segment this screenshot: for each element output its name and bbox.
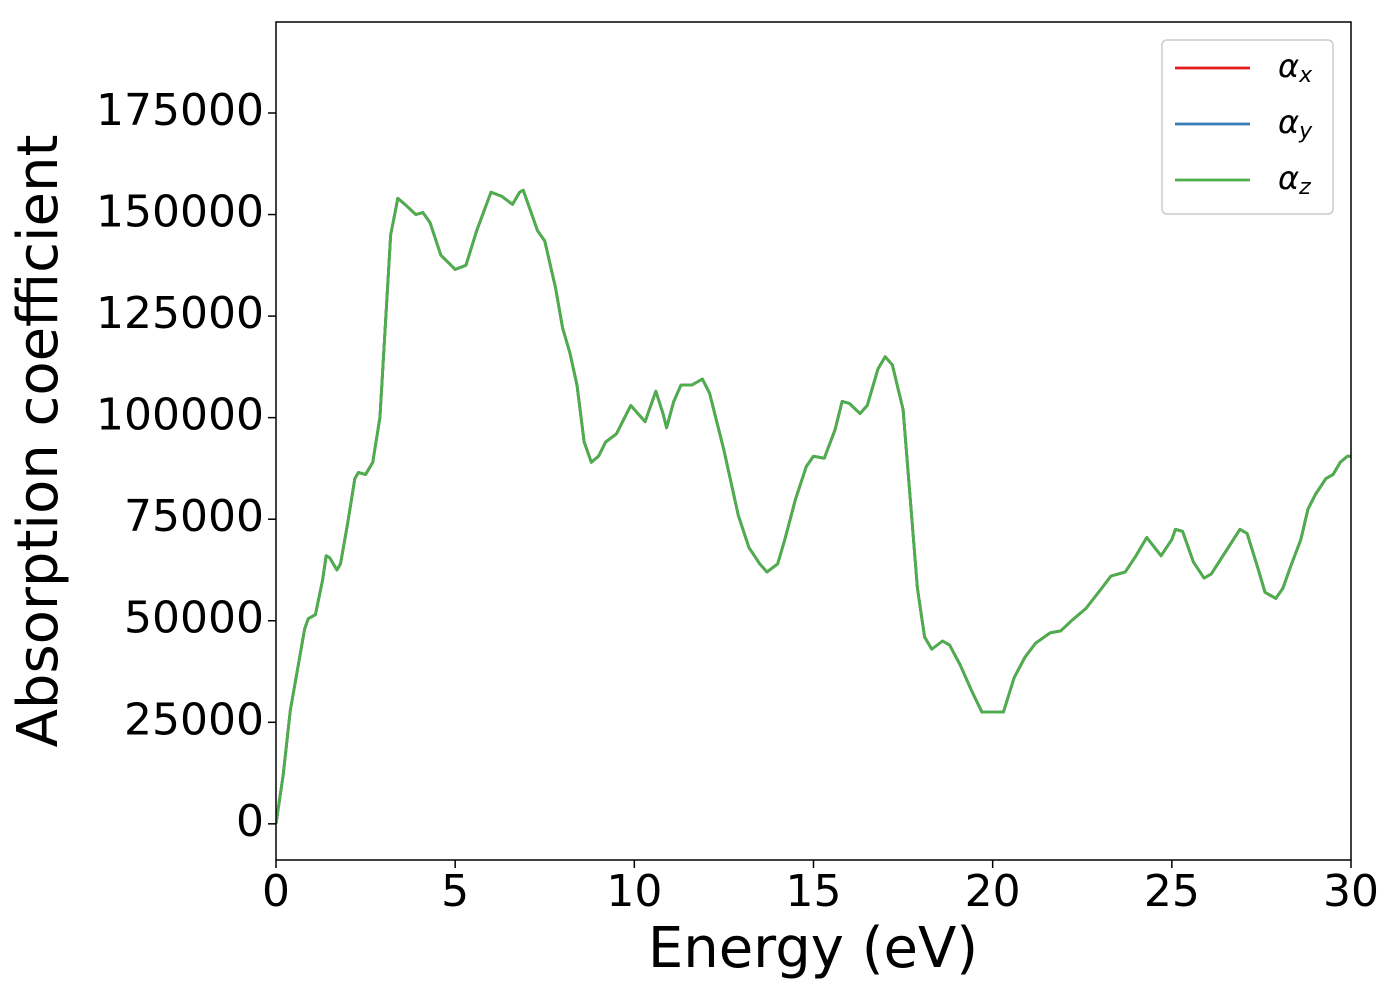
x-tick-label: 25 (1144, 866, 1200, 917)
plot-lines (276, 188, 1351, 825)
y-tick-label: 25000 (124, 694, 264, 745)
y-tick-label: 175000 (96, 85, 264, 136)
series-line (276, 188, 1351, 825)
legend-label: αy (1278, 103, 1313, 144)
y-tick-label: 0 (236, 796, 264, 847)
plot-frame (275, 21, 1352, 861)
legend-label: αx (1278, 47, 1313, 88)
y-tick-label: 75000 (124, 491, 264, 542)
y-tick-label: 150000 (96, 187, 264, 238)
x-tick-label: 10 (606, 866, 662, 917)
x-tick-label: 30 (1323, 866, 1379, 917)
legend-label: αz (1278, 159, 1311, 200)
y-tick-label: 50000 (124, 593, 264, 644)
legend-box (1161, 39, 1334, 215)
series-line (276, 188, 1351, 825)
x-tick-label: 15 (786, 866, 842, 917)
y-axis-label: Absorption coefficient (6, 135, 71, 748)
x-axis-label: Energy (eV) (648, 916, 978, 981)
x-tick-label: 20 (965, 866, 1021, 917)
series-line (276, 188, 1351, 825)
x-tick-label: 0 (262, 866, 290, 917)
y-tick-label: 100000 (96, 390, 264, 441)
x-tick-label: 5 (441, 866, 469, 917)
y-tick-label: 125000 (96, 288, 264, 339)
